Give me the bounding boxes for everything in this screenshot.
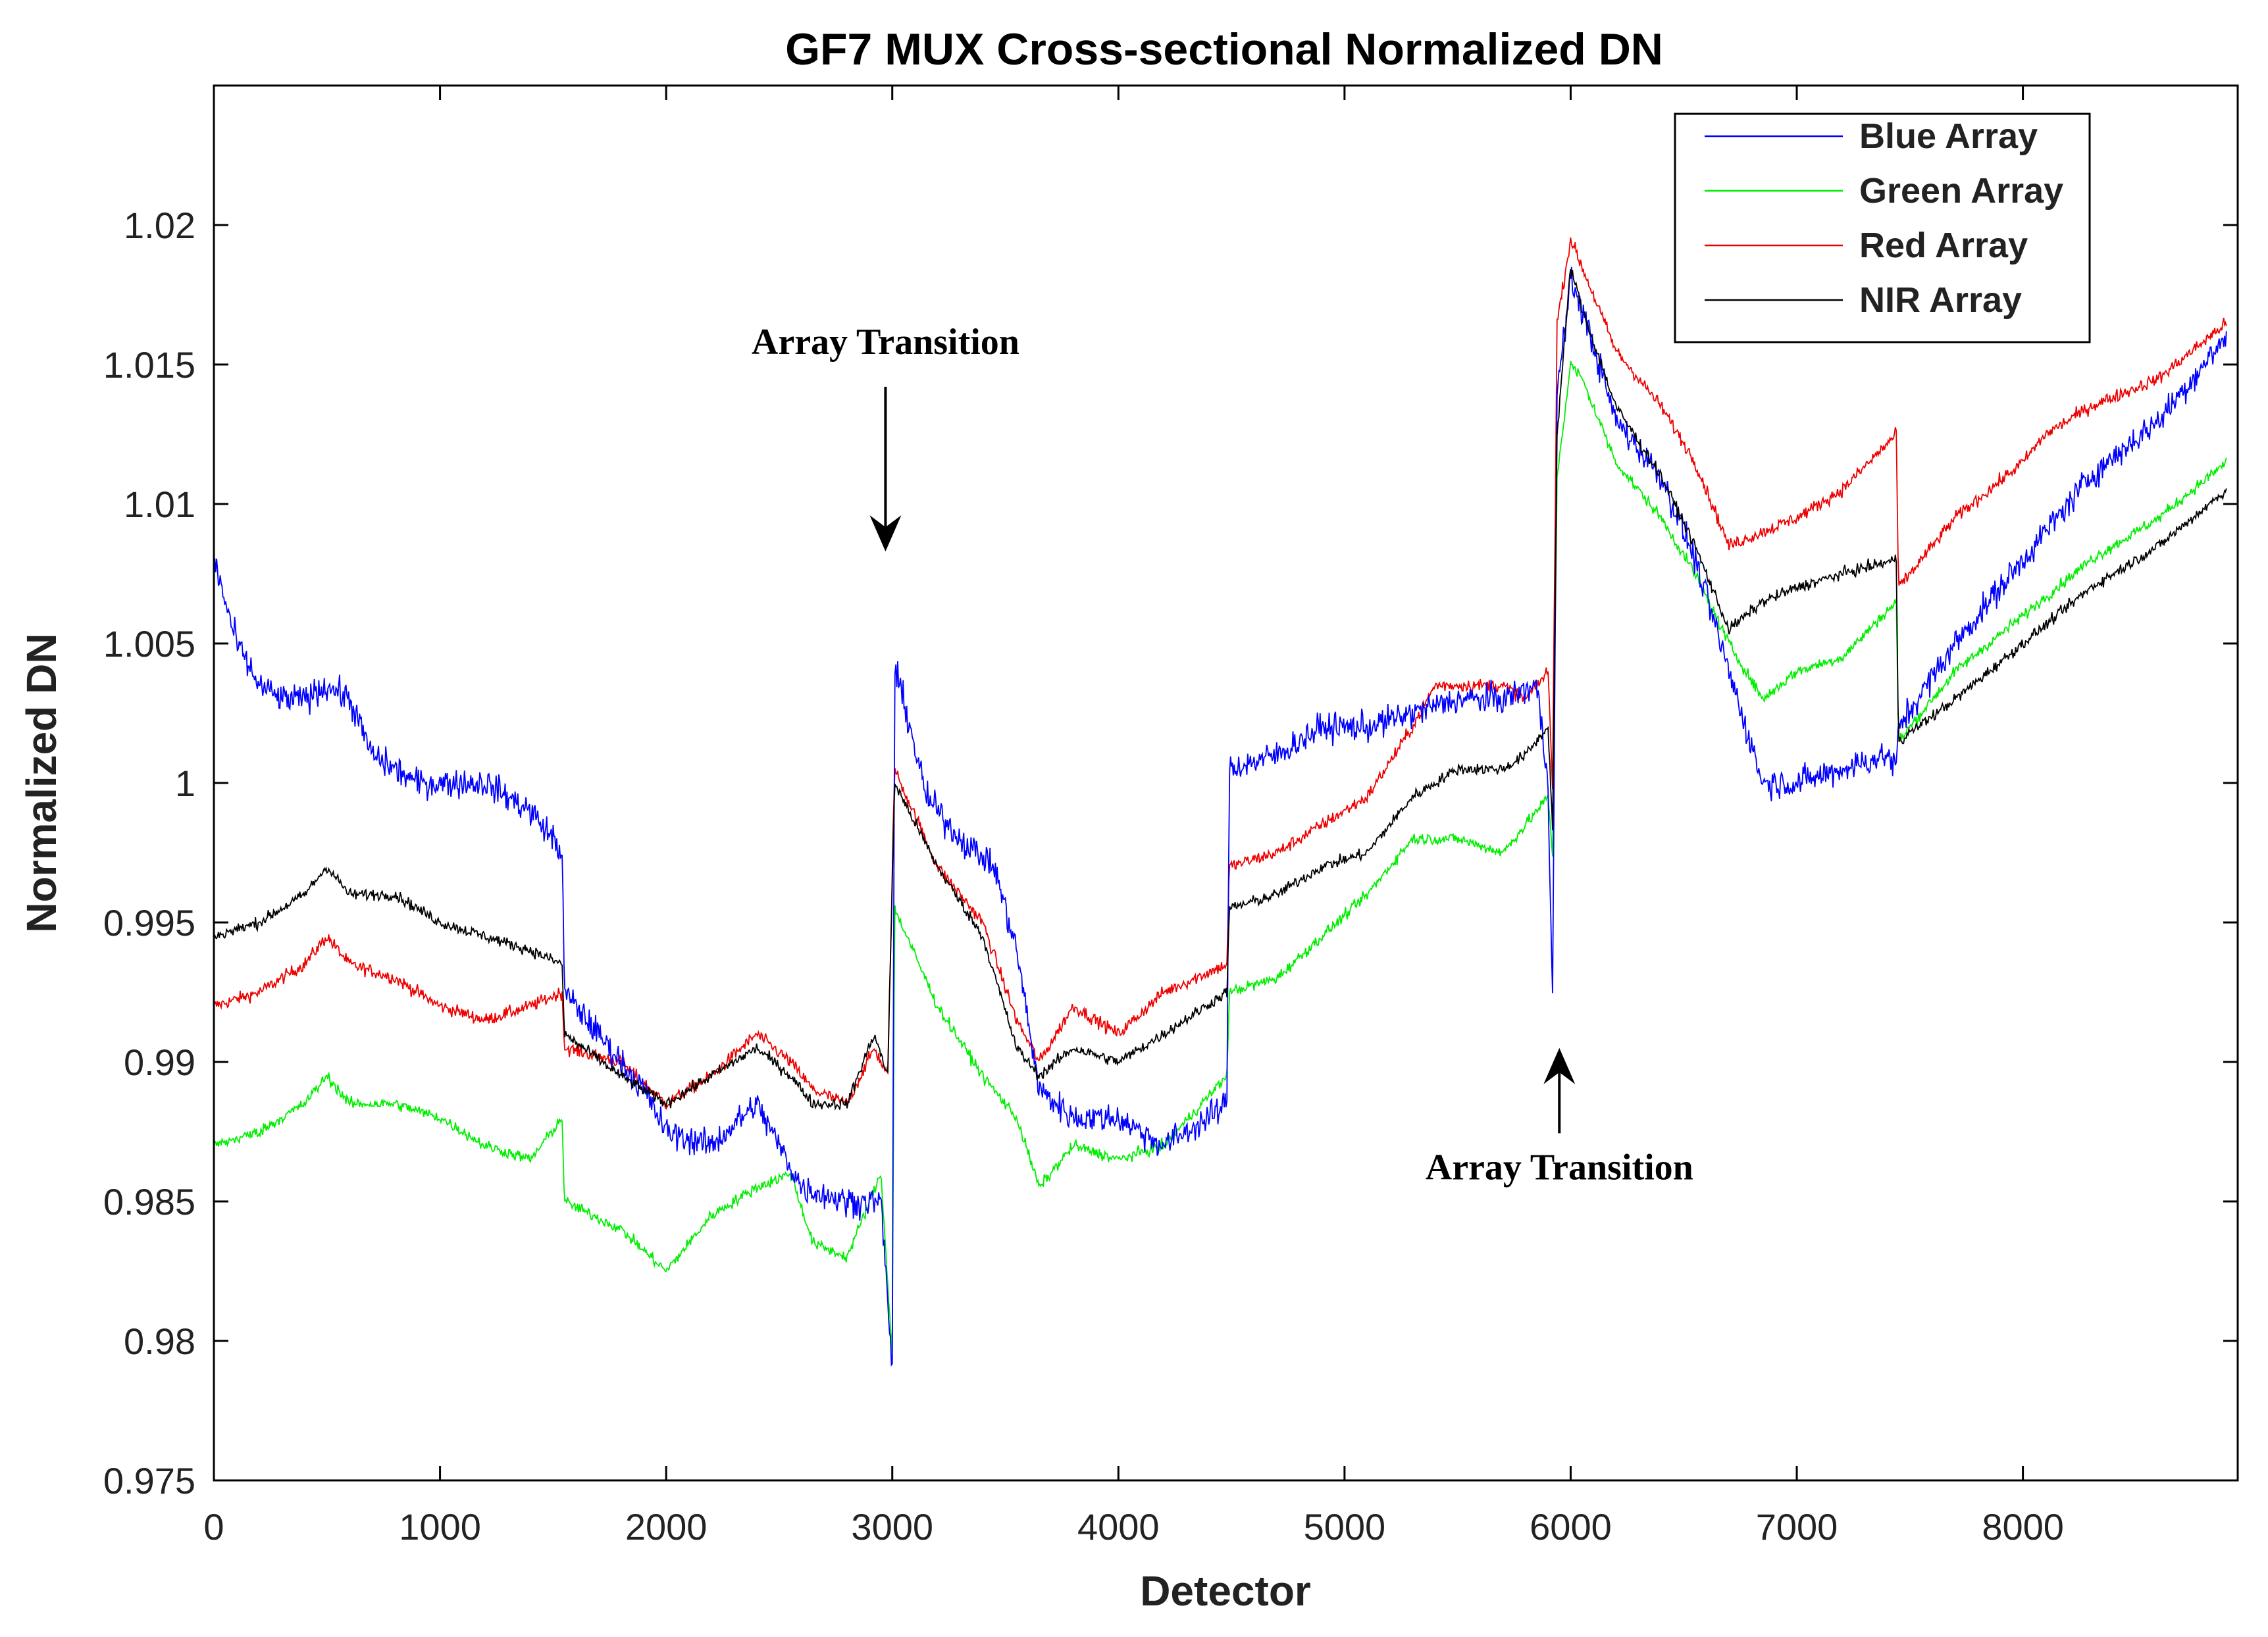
y-tick-label: 0.985 <box>103 1181 195 1222</box>
y-tick-label: 0.995 <box>103 902 195 944</box>
x-tick-label: 8000 <box>1982 1506 2064 1548</box>
annotation-label: Array Transition <box>752 322 1019 363</box>
legend: Blue Array Green Array Red Array NIR Array <box>1674 113 2091 343</box>
y-tick-label: 1 <box>175 763 195 804</box>
series-line-blue-array <box>213 266 2227 1367</box>
annotation-arrow-head <box>1543 1047 1576 1084</box>
x-tick-label: 3000 <box>851 1506 933 1548</box>
x-axis-label: Detector <box>1140 1567 1311 1615</box>
legend-label-blue-array: Blue Array <box>1859 116 2038 156</box>
x-tick-label: 1000 <box>399 1506 481 1548</box>
y-tick-label: 1.01 <box>124 484 195 525</box>
legend-label-green-array: Green Array <box>1859 171 2063 211</box>
legend-box <box>1674 113 2091 343</box>
x-tick-label: 0 <box>203 1506 224 1548</box>
x-tick-label: 2000 <box>625 1506 708 1548</box>
annotation-arrow-head <box>869 515 902 552</box>
y-axis-label: Normalized DN <box>18 633 65 932</box>
x-tick-label: 4000 <box>1077 1506 1160 1548</box>
y-tick-label: 1.005 <box>103 623 195 665</box>
chart-title: GF7 MUX Cross-sectional Normalized DN <box>785 24 1663 74</box>
legend-label-nir-array: NIR Array <box>1859 280 2022 320</box>
annotation-label: Array Transition <box>1426 1147 1693 1188</box>
y-tick-label: 0.975 <box>103 1460 195 1501</box>
series-line-red-array <box>213 237 2227 1110</box>
x-tick-label: 7000 <box>1756 1506 1838 1548</box>
series-layer <box>213 237 2227 1367</box>
axes-layer: 0 1000 2000 3000 4000 5000 6000 7000 8000 0.975 0.… <box>103 86 2238 1548</box>
annotation-layer: Array Transition Array Transition <box>752 322 1693 1188</box>
x-tick-label: 6000 <box>1530 1506 1612 1548</box>
x-tick-label: 5000 <box>1304 1506 1386 1548</box>
y-tick-label: 0.99 <box>124 1042 195 1083</box>
y-tick-label: 1.015 <box>103 344 195 386</box>
series-line-green-array <box>213 361 2227 1352</box>
legend-label-red-array: Red Array <box>1859 226 2028 265</box>
y-tick-label: 1.02 <box>124 205 195 246</box>
y-tick-label: 0.98 <box>124 1321 195 1362</box>
series-line-nir-array <box>213 269 2227 1111</box>
